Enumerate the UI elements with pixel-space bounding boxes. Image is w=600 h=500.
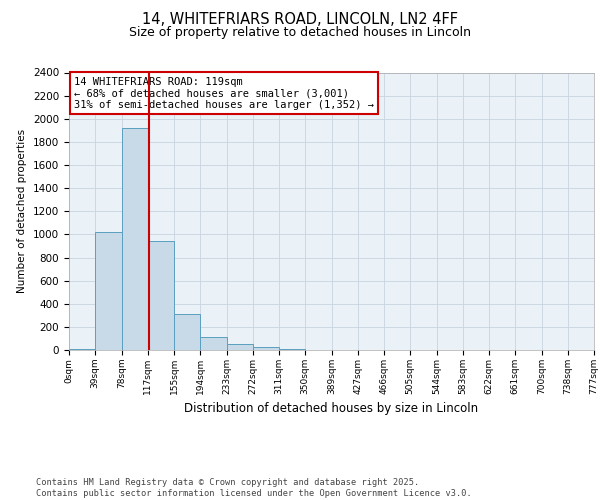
Bar <box>227 344 253 350</box>
Bar <box>200 336 227 350</box>
Bar <box>174 314 200 350</box>
Bar <box>253 347 279 350</box>
Text: 14, WHITEFRIARS ROAD, LINCOLN, LN2 4FF: 14, WHITEFRIARS ROAD, LINCOLN, LN2 4FF <box>142 12 458 28</box>
Text: Size of property relative to detached houses in Lincoln: Size of property relative to detached ho… <box>129 26 471 39</box>
Bar <box>121 128 148 350</box>
Y-axis label: Number of detached properties: Number of detached properties <box>17 129 28 294</box>
Bar <box>69 349 95 350</box>
Text: 14 WHITEFRIARS ROAD: 119sqm
← 68% of detached houses are smaller (3,001)
31% of : 14 WHITEFRIARS ROAD: 119sqm ← 68% of det… <box>74 76 374 110</box>
Bar <box>148 242 174 350</box>
Bar <box>95 232 121 350</box>
X-axis label: Distribution of detached houses by size in Lincoln: Distribution of detached houses by size … <box>184 402 479 415</box>
Bar <box>279 349 305 350</box>
Text: Contains HM Land Registry data © Crown copyright and database right 2025.
Contai: Contains HM Land Registry data © Crown c… <box>36 478 472 498</box>
